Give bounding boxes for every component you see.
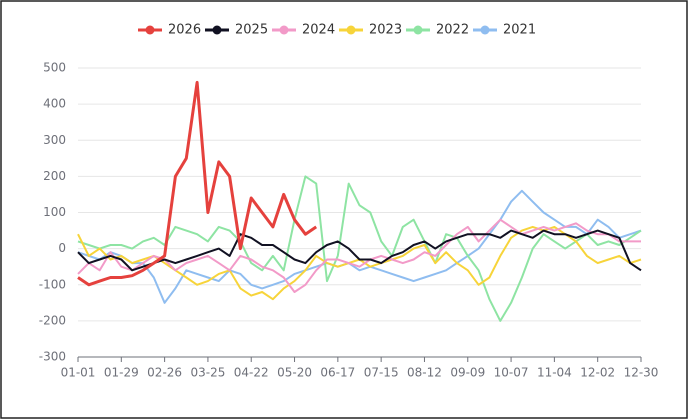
y-tick-label: -100: [39, 277, 66, 291]
series-line: [77, 218, 641, 293]
legend-label: 2025: [235, 23, 268, 38]
x-tick-label: 07-15: [364, 366, 399, 380]
x-tick-label: 03-25: [190, 366, 225, 380]
legend-marker: [413, 25, 423, 35]
legend-marker: [279, 25, 289, 35]
legend-label: 2024: [302, 23, 335, 38]
x-tick-label: 10-07: [494, 366, 529, 380]
x-tick-label: 02-26: [147, 366, 182, 380]
y-tick-label: 100: [43, 205, 66, 219]
y-tick-label: 200: [43, 169, 66, 183]
series-line: [77, 189, 642, 304]
series-line: [77, 175, 642, 322]
legend-label: 2026: [168, 23, 201, 38]
y-tick-label: 0: [58, 241, 66, 255]
legend-marker: [480, 25, 490, 35]
y-tick-label: 400: [43, 97, 66, 111]
y-tick-label: -200: [39, 313, 66, 327]
x-tick-label: 12-30: [624, 366, 659, 380]
x-tick-label: 01-29: [104, 366, 139, 380]
y-tick-label: 300: [43, 133, 66, 147]
legend-marker: [145, 25, 155, 35]
y-tick-label: 500: [43, 61, 66, 75]
legend-marker: [212, 25, 222, 35]
x-tick-label: 11-04: [537, 366, 572, 380]
x-tick-label: 08-12: [407, 366, 442, 380]
x-tick-label: 04-22: [234, 366, 269, 380]
legend-label: 2022: [436, 23, 469, 38]
x-tick-label: 09-09: [450, 366, 485, 380]
x-tick-label: 06-17: [320, 366, 355, 380]
y-tick-label: -300: [39, 350, 66, 364]
x-tick-label: 05-20: [277, 366, 312, 380]
series-line: [77, 229, 642, 272]
legend-label: 2021: [503, 23, 536, 38]
x-tick-label: 12-02: [580, 366, 615, 380]
x-tick-label: 01-01: [61, 366, 96, 380]
series-line: [77, 80, 318, 287]
legend-marker: [346, 25, 356, 35]
legend-label: 2023: [369, 23, 402, 38]
